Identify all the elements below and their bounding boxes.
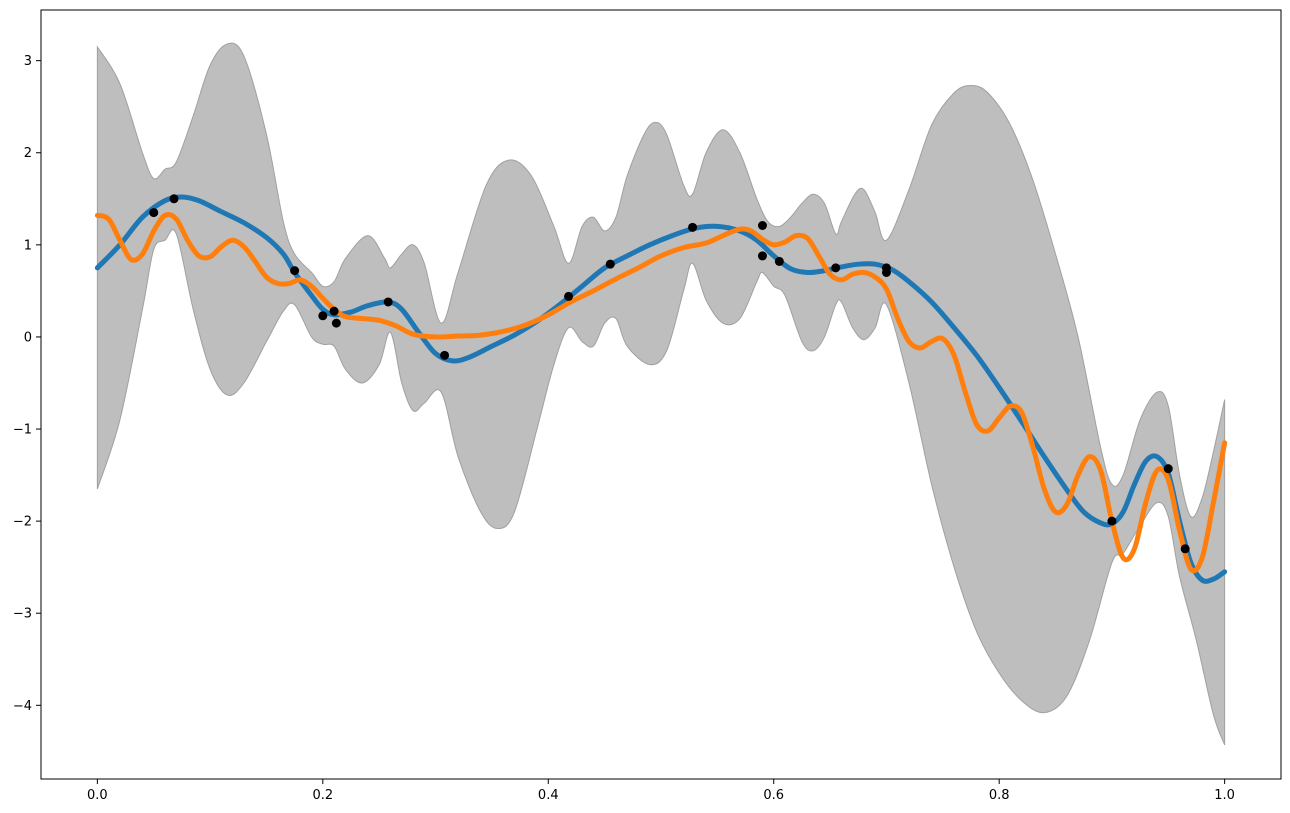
- data-point-15: [831, 263, 841, 273]
- y-axis: 3 2 1 0 −1 −2 −3 −4: [13, 54, 41, 714]
- data-point-4: [318, 311, 328, 321]
- x-tick-label: 0.6: [763, 788, 784, 803]
- data-point-19: [1163, 464, 1173, 474]
- data-point-7: [383, 297, 393, 307]
- plot-area: [94, 42, 1228, 746]
- series-line-1: [94, 194, 1228, 584]
- y-tick-label: −4: [13, 699, 32, 714]
- data-point-5: [329, 306, 339, 316]
- data-point-8: [440, 350, 450, 360]
- x-tick-label: 0.2: [312, 788, 333, 803]
- data-point-14: [774, 256, 784, 266]
- data-point-17: [881, 267, 891, 277]
- data-point-12: [757, 221, 767, 230]
- data-point-2: [169, 194, 179, 204]
- series-lines: [94, 194, 1228, 584]
- y-tick-label: −2: [13, 515, 32, 530]
- data-point-9: [564, 291, 574, 301]
- y-tick-label: 3: [24, 54, 32, 69]
- data-point-18: [1107, 516, 1117, 526]
- observation-points: [149, 194, 1190, 554]
- y-tick-label: −1: [13, 423, 32, 438]
- confidence-band: [96, 42, 1226, 746]
- data-point-6: [331, 318, 341, 328]
- x-tick-label: 0.8: [989, 788, 1010, 803]
- data-point-11: [688, 222, 698, 232]
- x-axis: 0.0 0.2 0.4 0.6 0.8 1.0: [87, 779, 1235, 803]
- x-tick-label: 0.0: [87, 788, 108, 803]
- data-point-3: [290, 266, 300, 276]
- x-tick-label: 0.4: [538, 788, 559, 803]
- y-tick-label: 0: [24, 330, 32, 345]
- series-line-2: [94, 212, 1228, 574]
- y-tick-label: 1: [24, 238, 32, 253]
- data-point-20: [1180, 544, 1190, 554]
- data-point-1: [149, 208, 159, 218]
- data-point-13: [757, 251, 767, 261]
- y-tick-label: 2: [24, 146, 32, 161]
- data-point-10: [605, 259, 615, 269]
- x-tick-label: 1.0: [1214, 788, 1235, 803]
- plot-frame: [40, 9, 1282, 780]
- y-tick-label: −3: [13, 607, 32, 622]
